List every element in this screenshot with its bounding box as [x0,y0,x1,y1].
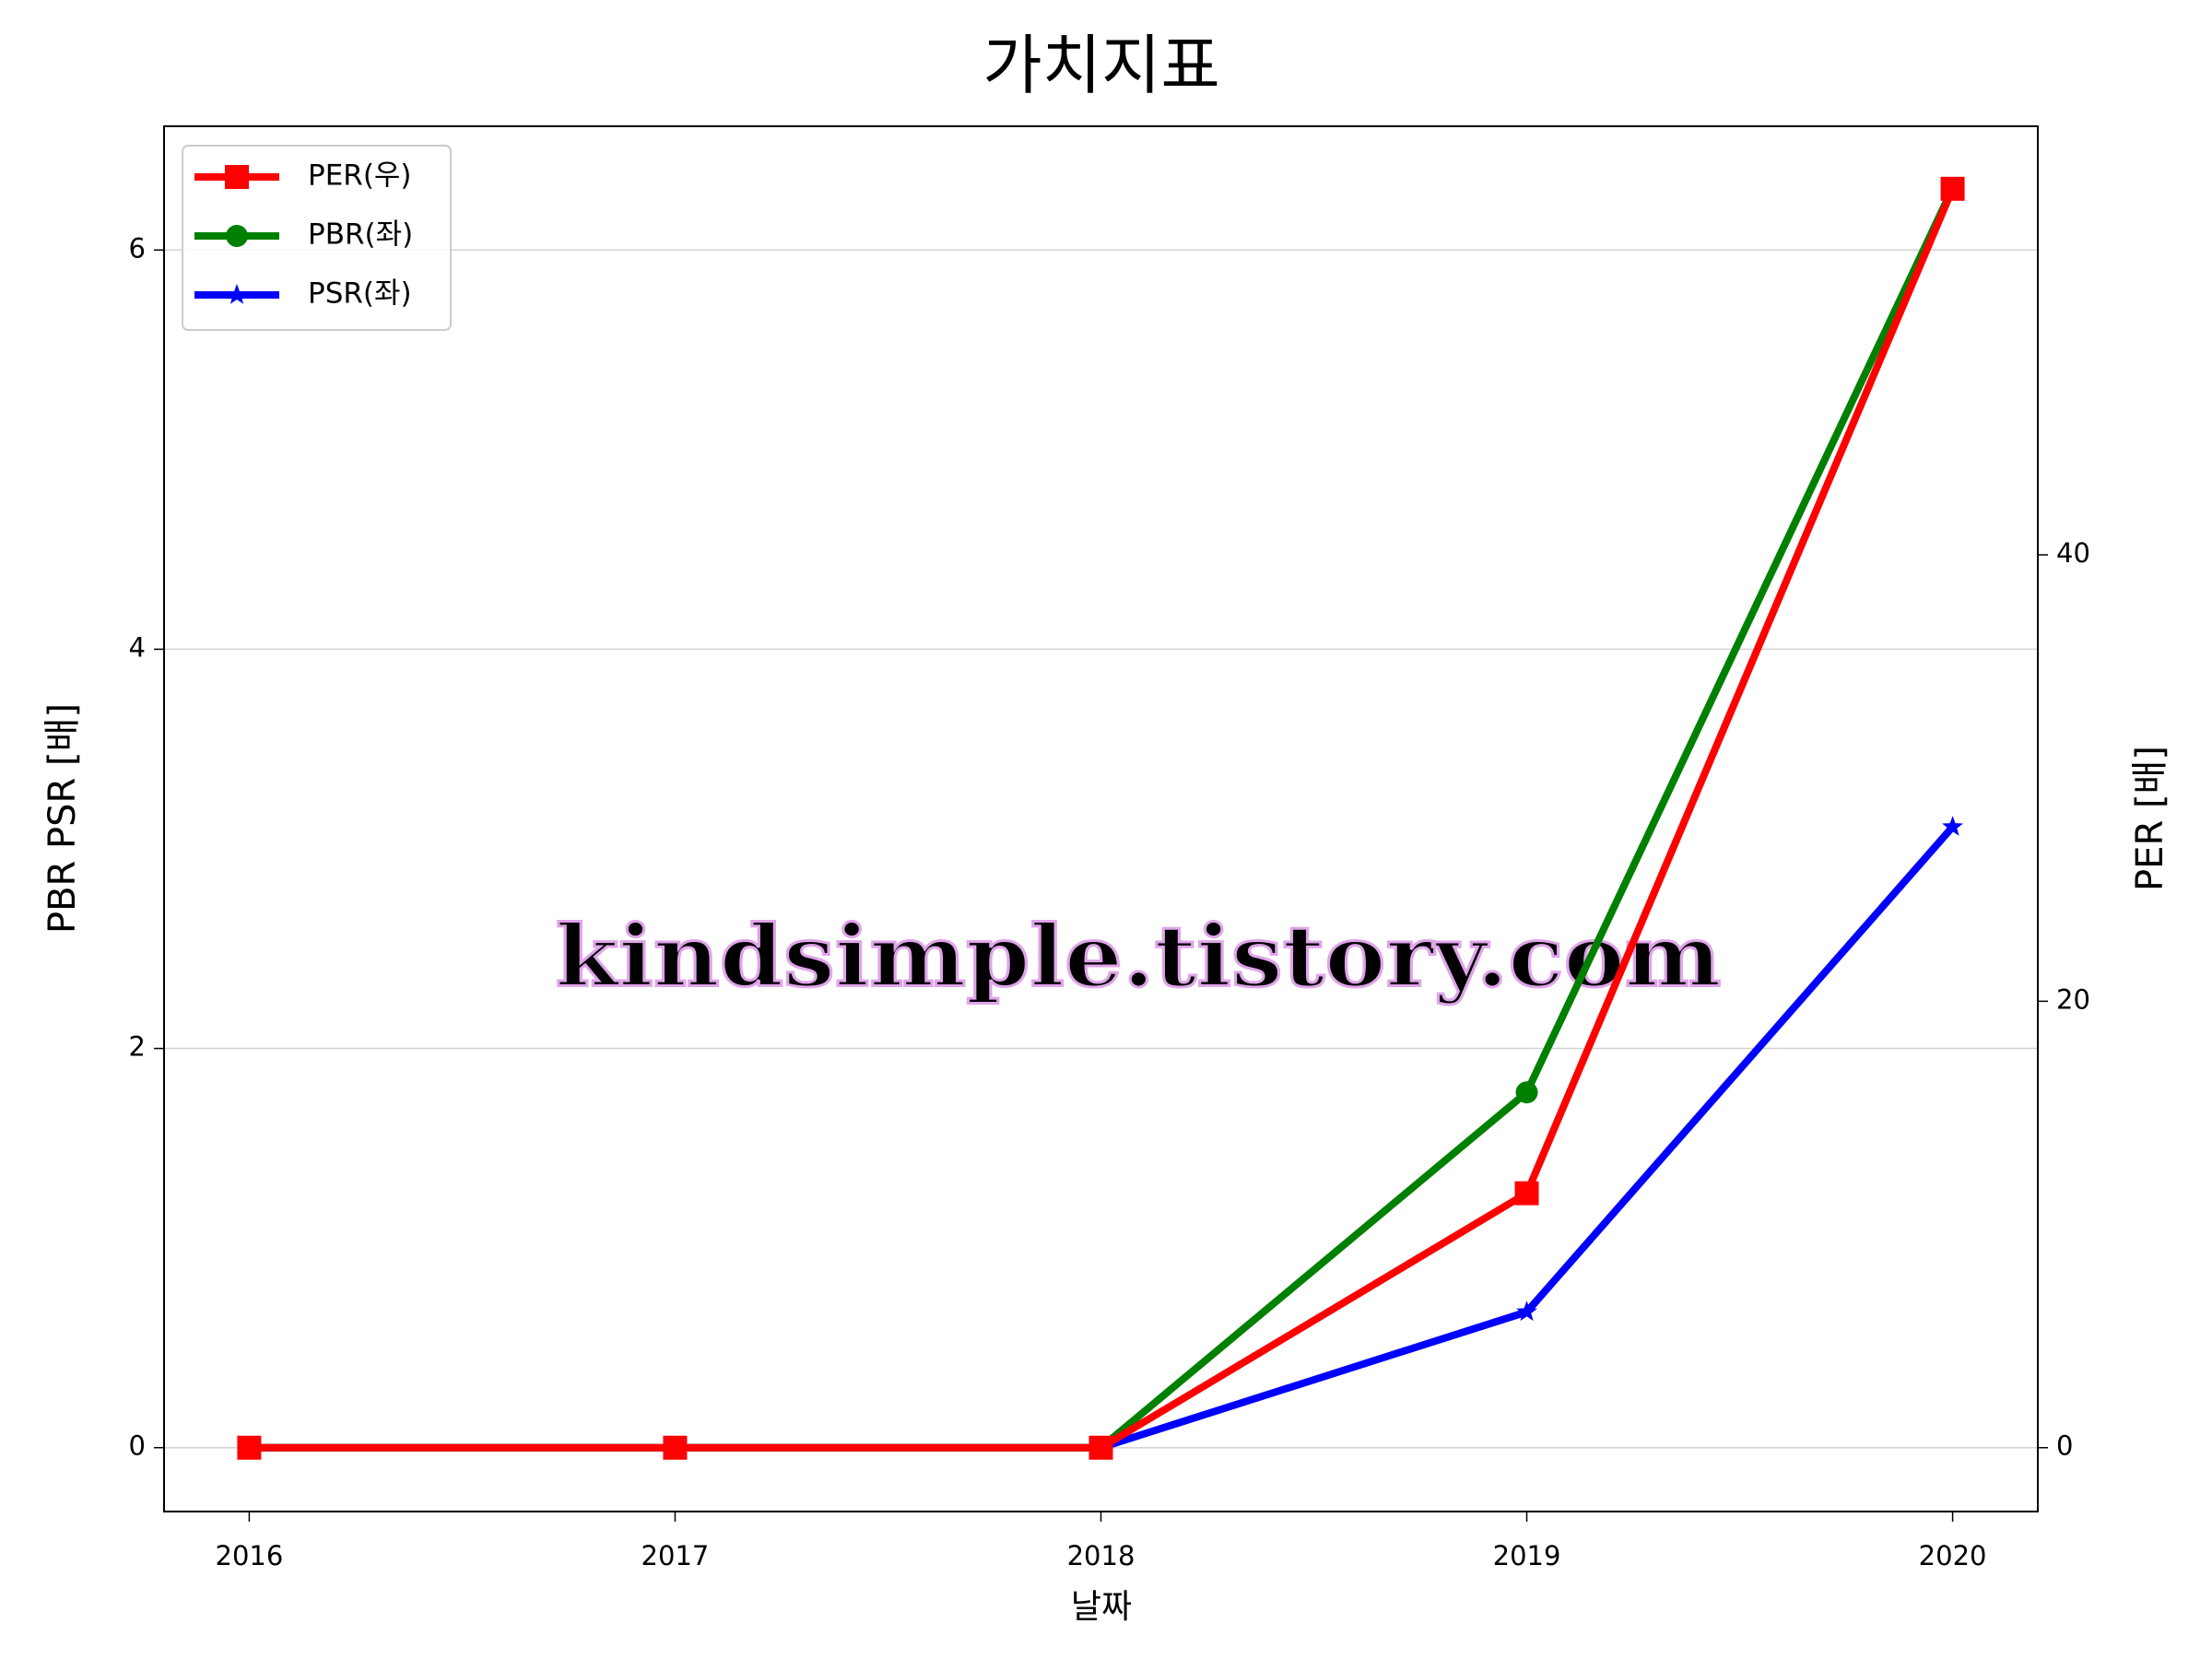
x-tick-label: 2020 [1919,1540,1987,1571]
y-tick-label: 4 [129,631,146,663]
y-tick-label: 0 [129,1430,146,1462]
legend-label: PER(우) [308,159,412,193]
x-tick-label: 2019 [1493,1540,1561,1571]
marker [1942,816,1963,836]
legend-label: PSR(좌) [308,277,412,311]
legend-marker [226,225,248,247]
marker [1515,1081,1538,1104]
legend-label: PBR(좌) [308,218,413,252]
legend-box [182,145,452,331]
legend-marker [225,165,249,189]
plot-frame [163,125,2039,1512]
y-tick-label: 2 [129,1031,146,1063]
watermark: kindsimple.tistory.com [556,907,1722,1006]
y2-tick-label: 0 [2056,1430,2073,1462]
y2-tick-label: 40 [2056,537,2090,569]
x-tick-label: 2018 [1067,1540,1135,1571]
legend: PER(우) PBR(좌) PSR(좌) [182,145,452,331]
marker [1088,1435,1113,1460]
chart-title: 가치지표 [982,28,1220,103]
y-axis-label: PBR PSR [배] [41,703,84,934]
marker [1514,1181,1539,1206]
marker [1516,1300,1537,1322]
x-tick-label: 2017 [641,1540,710,1571]
legend-marker [226,284,248,304]
marker [663,1435,688,1460]
marker [237,1435,262,1460]
x-tick-label: 2016 [216,1540,284,1571]
y2-tick-label: 20 [2056,983,2090,1015]
x-axis-label: 날짜 [1071,1588,1132,1626]
marker [1940,176,1965,201]
y2-axis-label: PER [배] [2129,746,2171,891]
y-tick-label: 6 [129,232,146,264]
